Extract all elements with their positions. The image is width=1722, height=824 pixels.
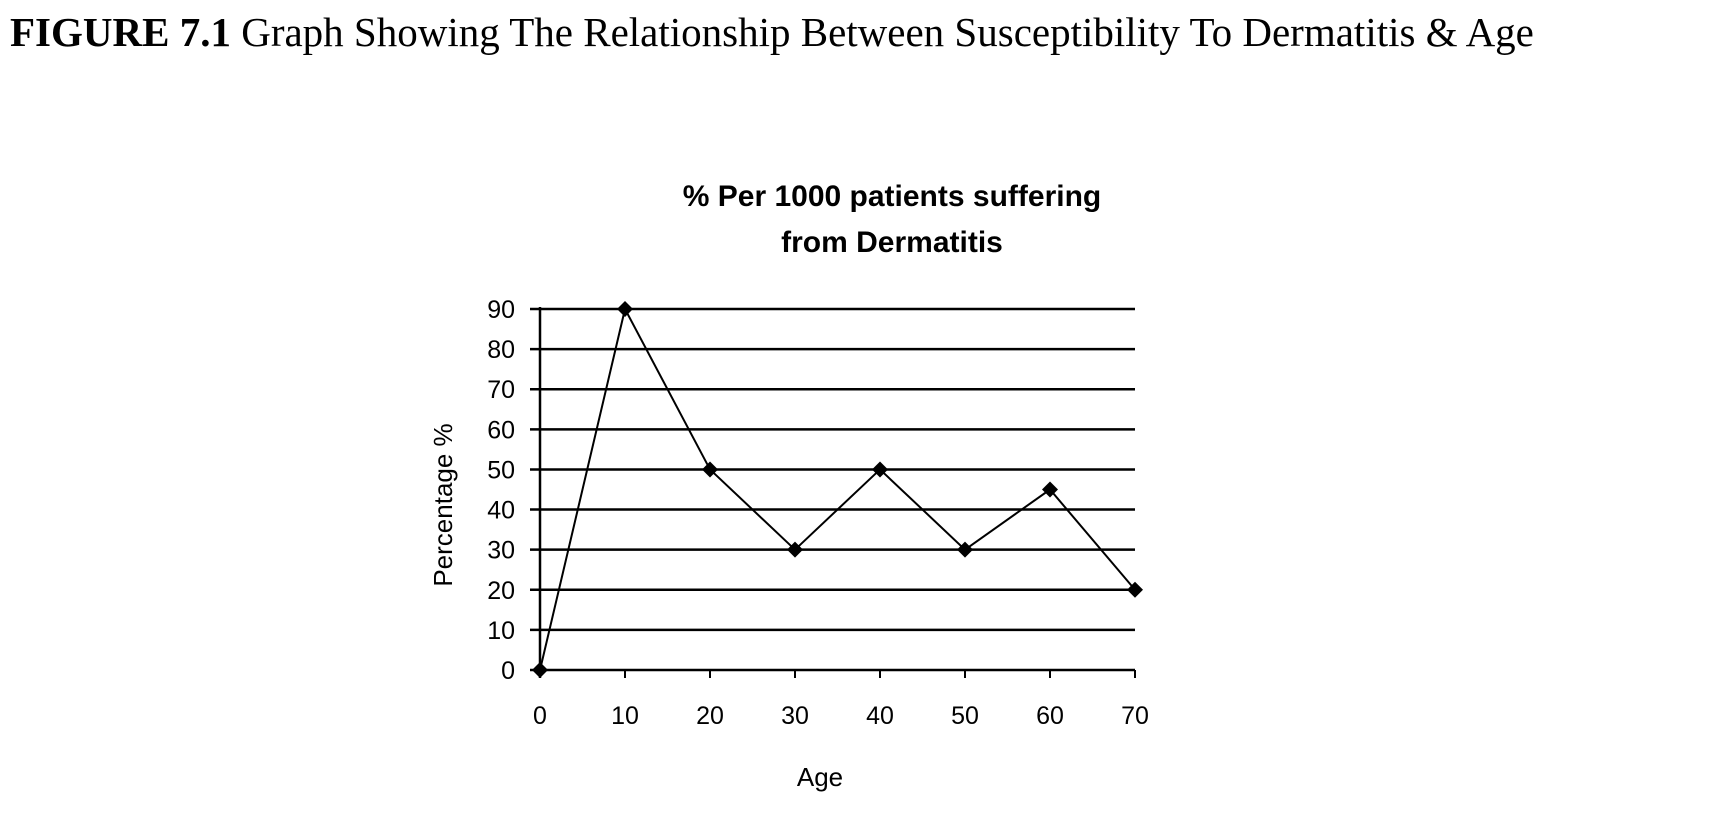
data-point-marker bbox=[702, 461, 718, 478]
figure-caption-text: Graph Showing The Relationship Between S… bbox=[241, 9, 1534, 55]
x-tick-label: 20 bbox=[696, 702, 724, 730]
data-point-marker bbox=[957, 541, 973, 558]
y-tick-label: 10 bbox=[487, 617, 515, 645]
x-tick-label: 50 bbox=[951, 702, 979, 730]
x-tick-label: 30 bbox=[781, 702, 809, 730]
data-point-marker bbox=[1042, 481, 1058, 498]
x-tick-label: 40 bbox=[866, 702, 894, 730]
y-tick-label: 20 bbox=[487, 577, 515, 605]
data-series bbox=[532, 301, 1143, 678]
axes bbox=[530, 307, 1136, 678]
chart-title-line-2: from Dermatitis bbox=[781, 226, 1003, 259]
figure-number: FIGURE 7.1 bbox=[10, 9, 231, 55]
y-tick-label: 0 bbox=[501, 657, 515, 685]
data-point-marker bbox=[1127, 581, 1143, 598]
y-tick-label: 30 bbox=[487, 537, 515, 565]
data-point-marker bbox=[532, 662, 548, 678]
series-line bbox=[539, 306, 1136, 671]
x-axis-label: Age bbox=[797, 762, 843, 792]
x-tick-label: 0 bbox=[533, 702, 547, 730]
x-tick-label: 60 bbox=[1036, 702, 1064, 730]
figure-caption: FIGURE 7.1 Graph Showing The Relationshi… bbox=[10, 8, 1534, 57]
y-tick-label: 40 bbox=[487, 497, 515, 525]
y-tick-label: 90 bbox=[487, 296, 515, 324]
y-tick-label: 70 bbox=[487, 376, 515, 404]
y-tick-label: 80 bbox=[487, 336, 515, 364]
chart-title-line-1: % Per 1000 patients suffering bbox=[683, 180, 1101, 213]
data-point-marker bbox=[872, 461, 888, 478]
y-axis-label: Percentage % bbox=[428, 423, 458, 586]
data-point-marker bbox=[787, 541, 803, 558]
y-tick-label: 50 bbox=[487, 456, 515, 484]
grid-lines bbox=[530, 307, 1135, 632]
data-point-marker bbox=[617, 301, 633, 317]
y-tick-label: 60 bbox=[487, 416, 515, 444]
x-tick-label: 70 bbox=[1121, 702, 1149, 730]
tick-labels: 0 10 20 30 40 50 60 70 80 90 0 10 20 30 40 50 60 70 bbox=[487, 296, 1149, 730]
x-tick-label: 10 bbox=[611, 702, 639, 730]
